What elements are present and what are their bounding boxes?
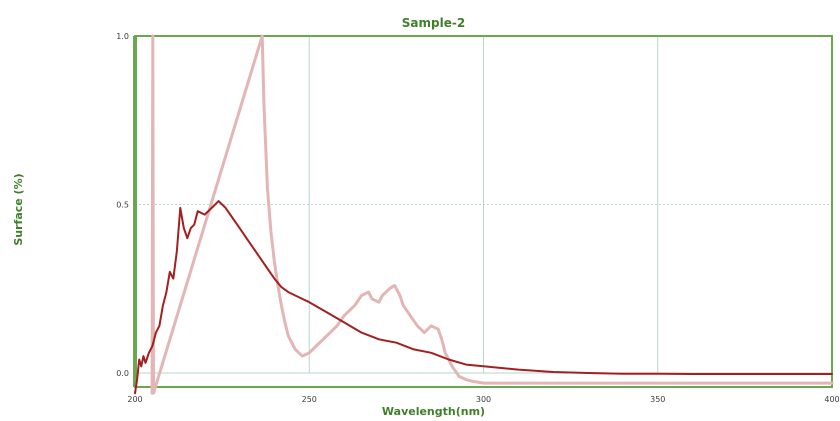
tick-labels: 200 250 300 350 400 0.0 0.5 1.0	[116, 32, 839, 404]
series-line-2	[150, 34, 834, 395]
y-tick-label-2: 1.0	[116, 32, 129, 41]
x-tick-label-0: 200	[127, 395, 142, 404]
x-tick-label-1: 250	[302, 395, 317, 404]
y-axis-label: Surface (%)	[12, 173, 25, 245]
x-tick-label-2: 300	[476, 395, 491, 404]
series-group	[134, 34, 834, 395]
series-line-1	[134, 200, 833, 395]
x-tick-label-4: 400	[824, 395, 839, 404]
x-axis-label: Wavelength(nm)	[382, 405, 485, 418]
grid-lines	[133, 36, 832, 387]
y-tick-label-1: 0.5	[116, 201, 129, 210]
x-tick-label-3: 350	[650, 395, 665, 404]
plot-frame	[134, 35, 833, 388]
y-tick-label-0: 0.0	[116, 369, 129, 378]
chart-title: Sample-2	[402, 16, 465, 30]
